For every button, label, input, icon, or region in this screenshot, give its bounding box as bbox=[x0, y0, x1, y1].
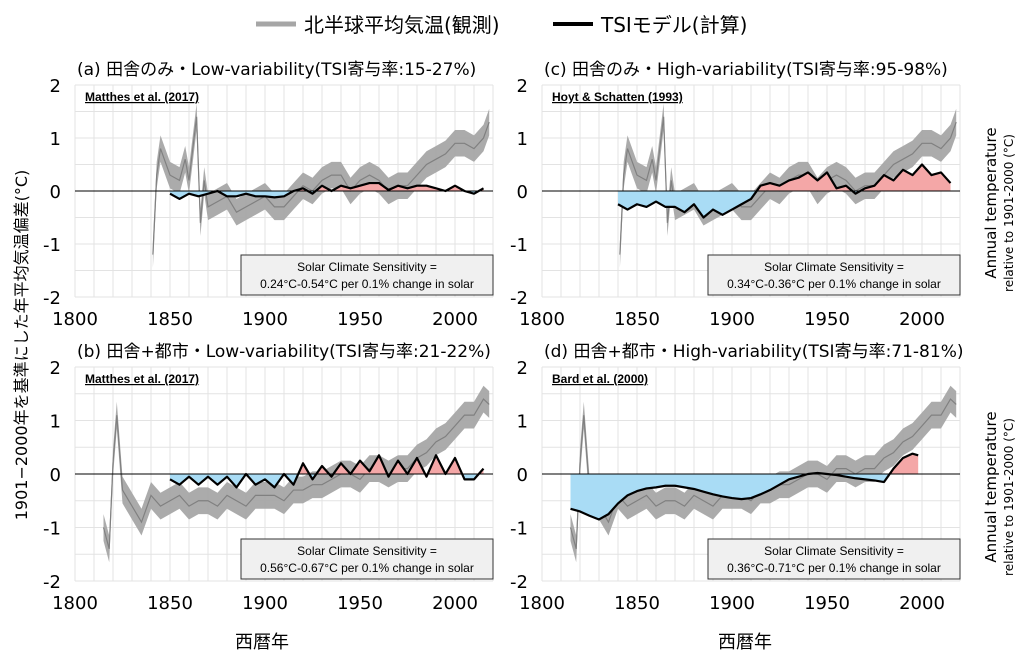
sensitivity-line2-c: 0.34°C-0.36°C per 0.1% change in solar bbox=[727, 277, 941, 291]
x-tick-label: 1900 bbox=[242, 309, 288, 330]
sensitivity-line1-c: Solar Climate Sensitivity = bbox=[764, 260, 904, 274]
sensitivity-line1-d: Solar Climate Sensitivity = bbox=[764, 544, 904, 558]
x-axis-label-left: 西暦年 bbox=[235, 632, 289, 653]
sensitivity-line1-a: Solar Climate Sensitivity = bbox=[297, 260, 437, 274]
panel-title-d: (d) 田舎+都市・High-variability(TSI寄与率:71-81%… bbox=[544, 342, 963, 362]
model-positive-fill-a bbox=[170, 183, 484, 191]
y-axis-label: 1901−2000年を基準にした年平均気温偏差(°C) bbox=[12, 170, 31, 521]
y-tick-label: 0 bbox=[50, 182, 61, 203]
x-tick-label: 2000 bbox=[899, 593, 945, 614]
sensitivity-line2-a: 0.24°C-0.54°C per 0.1% change in solar bbox=[260, 277, 474, 291]
y-tick-label: 0 bbox=[517, 182, 528, 203]
y-tick-label: -2 bbox=[510, 288, 528, 309]
sensitivity-line1-b: Solar Climate Sensitivity = bbox=[297, 544, 437, 558]
source-label-a: Matthes et al. (2017) bbox=[85, 90, 199, 104]
y-tick-label: 1 bbox=[50, 129, 61, 150]
y-tick-label: -1 bbox=[510, 235, 528, 256]
right-label-sub-bottom: relative to 1901-2000 (°C) bbox=[1002, 418, 1016, 576]
sensitivity-box-a bbox=[240, 254, 494, 296]
panel-a: -2 -1 0 1 2 1800 1850 1900 1950 2000 (a) 田舎のみ・Low-… bbox=[43, 60, 494, 330]
y-tick-label: 1 bbox=[517, 129, 528, 150]
x-tick-label: 1800 bbox=[52, 593, 98, 614]
panel-b: -2 -1 0 1 2 1800 1850 1900 1950 2000 (b) 田舎+都市・Low… bbox=[43, 342, 494, 614]
model-negative-fill-c bbox=[618, 191, 951, 218]
y-tick-label: 2 bbox=[517, 358, 528, 379]
model-negative-fill-d bbox=[570, 474, 919, 520]
sensitivity-box-d bbox=[707, 538, 961, 580]
y-tick-label: 1 bbox=[517, 412, 528, 433]
y-tick-label: 2 bbox=[517, 76, 528, 97]
x-tick-label: 2000 bbox=[432, 309, 478, 330]
sensitivity-box-c bbox=[707, 254, 961, 296]
x-axis-label-right: 西暦年 bbox=[718, 632, 772, 653]
y-tick-label: -1 bbox=[43, 235, 61, 256]
source-label-d: Bard et al. (2000) bbox=[552, 372, 648, 386]
x-tick-label: 1850 bbox=[147, 309, 193, 330]
panel-c: -2 -1 0 1 2 1800 1850 1900 1950 2000 (c) 田舎のみ・High… bbox=[510, 60, 961, 330]
y-tick-label: 0 bbox=[50, 465, 61, 486]
y-tick-label: -2 bbox=[510, 572, 528, 593]
x-tick-label: 1800 bbox=[52, 309, 98, 330]
sensitivity-line2-d: 0.36°C-0.71°C per 0.1% change in solar bbox=[727, 561, 941, 575]
model-line-d bbox=[570, 452, 919, 521]
model-negative-fill-a bbox=[170, 191, 484, 199]
x-tick-label: 2000 bbox=[432, 593, 478, 614]
right-label-main-bottom: Annual temperature bbox=[982, 411, 1000, 562]
model-line-c bbox=[617, 163, 952, 219]
legend-model-label: TSIモデル(計算) bbox=[600, 13, 747, 37]
y-tick-label: 2 bbox=[50, 76, 61, 97]
y-tick-label: -1 bbox=[510, 519, 528, 540]
x-tick-label: 1800 bbox=[519, 593, 565, 614]
legend: 北半球平均気温(観測) TSIモデル(計算) bbox=[256, 13, 747, 37]
model-negative-fill-b bbox=[170, 474, 484, 488]
source-label-b: Matthes et al. (2017) bbox=[85, 372, 199, 386]
x-tick-label: 1850 bbox=[614, 593, 660, 614]
right-label-main-top: Annual temperature bbox=[982, 127, 1000, 278]
source-label-c: Hoyt & Schatten (1993) bbox=[552, 90, 683, 104]
x-tick-label: 1950 bbox=[804, 309, 850, 330]
panel-d: -2 -1 0 1 2 1800 1850 1900 1950 2000 (d) 田舎+都市・Hig… bbox=[510, 342, 963, 614]
x-tick-label: 2000 bbox=[899, 309, 945, 330]
y-tick-label: -2 bbox=[43, 288, 61, 309]
x-tick-label: 1950 bbox=[337, 593, 383, 614]
observed-line-b bbox=[102, 398, 490, 550]
panel-title-c: (c) 田舎のみ・High-variability(TSI寄与率:95-98%) bbox=[544, 60, 948, 80]
y-tick-label: -1 bbox=[43, 519, 61, 540]
y-tick-label: 1 bbox=[50, 412, 61, 433]
sensitivity-box-b bbox=[240, 538, 494, 580]
panel-title-b: (b) 田舎+都市・Low-variability(TSI寄与率:21-22%) bbox=[77, 342, 491, 362]
x-tick-label: 1950 bbox=[804, 593, 850, 614]
x-tick-label: 1800 bbox=[519, 309, 565, 330]
y-tick-label: 2 bbox=[50, 358, 61, 379]
x-tick-label: 1950 bbox=[337, 309, 383, 330]
panel-title-a: (a) 田舎のみ・Low-variability(TSI寄与率:15-27%) bbox=[77, 60, 476, 80]
model-positive-fill-b bbox=[170, 455, 484, 474]
x-tick-label: 1900 bbox=[709, 309, 755, 330]
y-tick-label: 0 bbox=[517, 465, 528, 486]
x-tick-label: 1900 bbox=[242, 593, 288, 614]
x-tick-label: 1850 bbox=[614, 309, 660, 330]
observed-line-c bbox=[619, 116, 957, 255]
sensitivity-line2-b: 0.56°C-0.67°C per 0.1% change in solar bbox=[260, 561, 474, 575]
model-positive-fill-c bbox=[618, 164, 951, 191]
observed-line-a bbox=[152, 116, 490, 255]
right-label-sub-top: relative to 1901-2000 (°C) bbox=[1002, 134, 1016, 292]
legend-observed-label: 北半球平均気温(観測) bbox=[304, 13, 500, 37]
x-tick-label: 1850 bbox=[147, 593, 193, 614]
model-line-b bbox=[169, 454, 485, 489]
x-tick-label: 1900 bbox=[709, 593, 755, 614]
y-tick-label: -2 bbox=[43, 572, 61, 593]
model-line-a bbox=[169, 181, 485, 201]
